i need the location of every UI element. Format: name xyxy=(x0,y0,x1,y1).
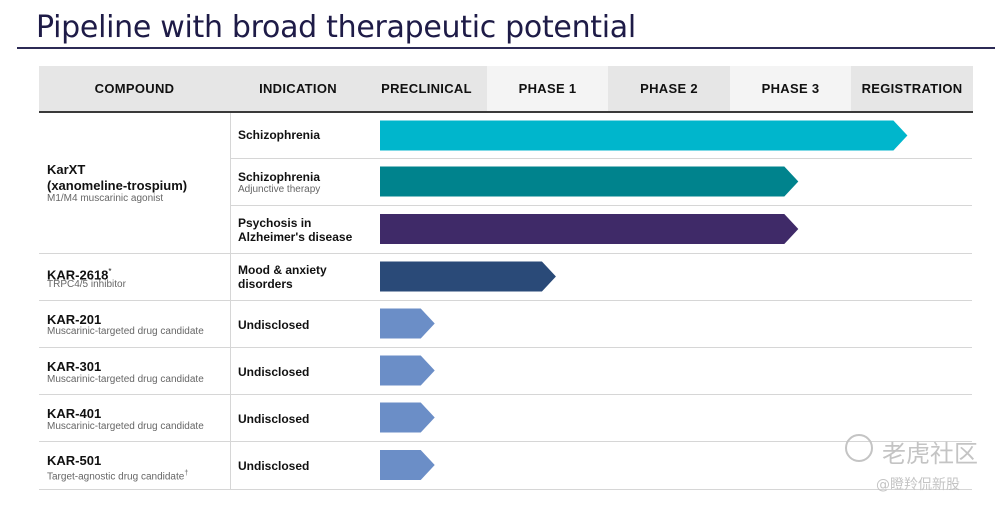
compound-karxt: KarXT xyxy=(47,162,86,177)
compound-kar-301: KAR-301 xyxy=(47,359,102,374)
row-divider xyxy=(39,347,972,348)
compound-kar-2618-mechanism: TRPC4/5 inhibitor xyxy=(47,279,126,290)
row-divider xyxy=(39,253,972,254)
compound-kar-301-mechanism: Muscarinic-targeted drug candidate xyxy=(47,374,204,385)
header-compound: COMPOUND xyxy=(39,66,230,111)
header-preclinical: PRECLINICAL xyxy=(366,66,487,111)
compound-kar-201-mechanism: Muscarinic-targeted drug candidate xyxy=(47,326,204,337)
column-divider xyxy=(230,113,231,490)
header-phase-3: PHASE 3 xyxy=(730,66,851,111)
row-divider xyxy=(39,441,972,442)
title-rule xyxy=(17,47,995,49)
page-title: Pipeline with broad therapeutic potentia… xyxy=(36,10,636,45)
indication-4-line1: Mood & anxiety xyxy=(238,263,327,277)
indication-5: Undisclosed xyxy=(238,318,310,332)
row-divider xyxy=(39,300,972,301)
indication-1: Schizophrenia xyxy=(238,128,321,142)
compound-kar-501-mechanism: Target-agnostic drug candidate† xyxy=(47,470,189,483)
indication-3-line2: Alzheimer's disease xyxy=(238,230,353,244)
indication-4-line2: disorders xyxy=(238,277,293,291)
compound-kar-401-mechanism: Muscarinic-targeted drug candidate xyxy=(47,421,204,432)
pipeline-bar-7 xyxy=(380,402,435,433)
header-phase-1: PHASE 1 xyxy=(487,66,608,111)
compound-karxt-mechanism: M1/M4 muscarinic agonist xyxy=(47,193,164,204)
footnote-mark: † xyxy=(184,470,189,477)
pipeline-bar-5 xyxy=(380,308,435,339)
pipeline-bar-6 xyxy=(380,355,435,386)
pipeline-bar-4 xyxy=(380,261,556,292)
indication-7: Undisclosed xyxy=(238,412,310,426)
watermark-handle: @瞪羚侃新股 xyxy=(876,477,960,493)
indication-2: Schizophrenia xyxy=(238,170,321,184)
compound-kar-2618: KAR-2618* xyxy=(47,267,112,283)
header-registration: REGISTRATION xyxy=(851,66,973,111)
header-underline xyxy=(39,111,973,113)
row-divider xyxy=(39,489,972,490)
table-header: COMPOUND INDICATION PRECLINICAL PHASE 1 … xyxy=(39,66,973,111)
indication-2-note: Adjunctive therapy xyxy=(238,184,321,195)
compound-kar-501: KAR-501 xyxy=(47,453,102,468)
indication-6: Undisclosed xyxy=(238,365,310,379)
row-divider xyxy=(230,205,972,206)
pipeline-bar-2 xyxy=(380,166,799,197)
indication-8: Undisclosed xyxy=(238,459,310,473)
header-indication: INDICATION xyxy=(230,66,366,111)
pipeline-bar-3 xyxy=(380,214,799,244)
compound-kar-401: KAR-401 xyxy=(47,406,102,421)
row-divider xyxy=(39,394,972,395)
pipeline-bar-1 xyxy=(380,120,908,151)
compound-karxt-generic: (xanomeline-trospium) xyxy=(47,178,188,193)
header-phase-2: PHASE 2 xyxy=(608,66,730,111)
watermark-text: 老虎社区 xyxy=(882,440,978,468)
row-divider xyxy=(230,158,972,159)
compound-kar-201: KAR-201 xyxy=(47,312,102,327)
pipeline-bar-8 xyxy=(380,450,435,480)
indication-3-line1: Psychosis in xyxy=(238,216,312,230)
footnote-mark: * xyxy=(108,267,112,276)
watermark-icon xyxy=(845,434,873,462)
